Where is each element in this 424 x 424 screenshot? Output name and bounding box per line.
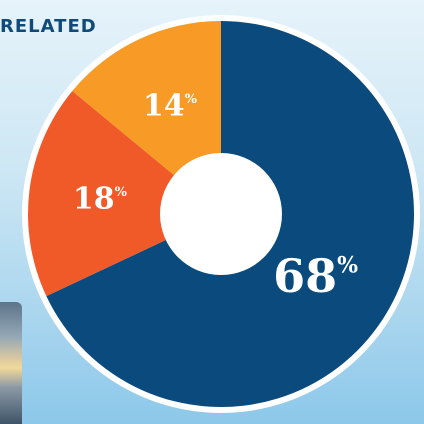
- slice-value-18: 18: [73, 182, 115, 217]
- chart-labels: 68%18%14%: [73, 88, 358, 303]
- pie-slice-18: [27, 90, 221, 297]
- chart-center-hole: [160, 153, 282, 275]
- background-photo-fragment: [0, 302, 22, 424]
- slice-value-68: 68: [273, 249, 337, 303]
- section-heading: RELATED: [0, 16, 97, 37]
- slice-unit-14: %: [185, 92, 198, 107]
- slice-unit-68: %: [337, 253, 358, 279]
- slice-label-68: 68%: [273, 249, 358, 303]
- slice-unit-18: %: [115, 185, 128, 200]
- slice-label-14: 14%: [143, 88, 198, 123]
- slice-label-18: 18%: [73, 182, 128, 217]
- slice-value-14: 14: [143, 88, 185, 123]
